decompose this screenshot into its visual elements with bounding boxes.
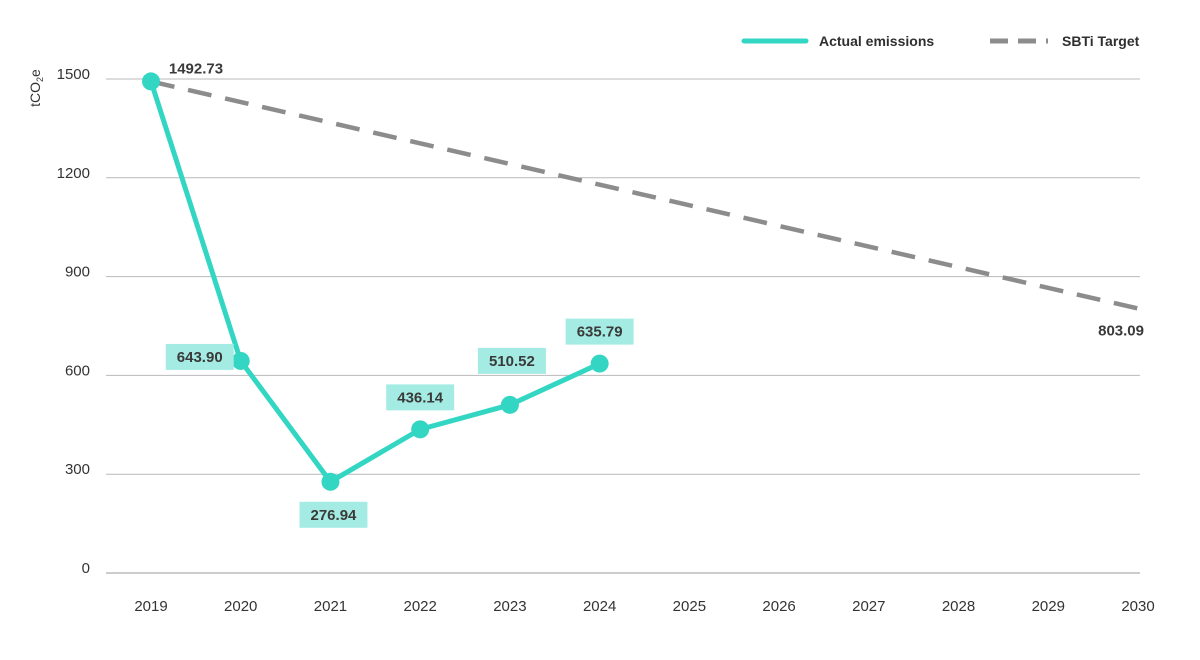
x-tick-label: 2019 (134, 598, 167, 615)
series-lines (142, 72, 1139, 491)
x-tick-label: 2026 (762, 598, 795, 615)
x-tick-label: 2030 (1121, 598, 1154, 615)
data-point-actual (411, 420, 430, 439)
x-axis-ticks: 2019 2020 2021 2022 2023 2024 2025 2026 2027 2028… (134, 598, 1154, 615)
data-point-actual (142, 72, 160, 91)
x-tick-label: 2029 (1032, 598, 1065, 615)
y-axis-ticks: 0 300 600 900 1200 1500 (57, 66, 90, 577)
data-label-actual: 635.79 (577, 324, 623, 341)
data-label-background (165, 343, 234, 370)
y-tick-label: 1500 (57, 66, 90, 83)
series-line-sbti-target (150, 79, 1139, 311)
x-tick-label: 2023 (493, 598, 526, 615)
x-tick-label: 2022 (403, 598, 436, 615)
legend: Actual emissions SBTi Target (741, 33, 1140, 49)
data-label-actual: 510.52 (489, 353, 535, 370)
x-tick-label: 2025 (673, 598, 706, 615)
legend-label-actual: Actual emissions (819, 33, 934, 49)
data-labels: 1492.73 643.90 276.94 436.14 510.52 635.79 803… (165, 60, 1144, 528)
x-tick-label: 2020 (224, 598, 257, 615)
y-tick-label: 0 (82, 560, 90, 577)
data-label-actual: 1492.73 (169, 60, 223, 77)
y-tick-label: 300 (65, 461, 90, 478)
data-label-sbti-target: 803.09 (1098, 323, 1144, 340)
legend-label-target: SBTi Target (1062, 33, 1140, 49)
y-tick-label: 1200 (57, 165, 90, 182)
x-tick-label: 2028 (942, 598, 975, 615)
data-point-actual (321, 472, 340, 491)
x-tick-label: 2024 (583, 598, 616, 615)
data-label-background (299, 501, 368, 528)
x-tick-label: 2027 (852, 598, 885, 615)
x-tick-label: 2021 (314, 598, 347, 615)
data-point-actual (500, 395, 519, 414)
y-tick-label: 900 (65, 264, 90, 281)
data-label-background (565, 318, 634, 345)
data-label-background (477, 347, 546, 374)
data-label-actual: 643.90 (177, 349, 223, 366)
data-point-actual (590, 354, 609, 373)
series-line-actual-emissions (148, 78, 603, 485)
y-tick-label: 600 (65, 362, 90, 379)
data-label-actual: 276.94 (311, 507, 358, 524)
y-axis-label: tCO2e (27, 69, 45, 107)
data-point-actual (231, 351, 250, 370)
data-label-actual: 436.14 (397, 389, 444, 406)
data-label-background (386, 384, 455, 411)
gridlines (106, 78, 1140, 574)
